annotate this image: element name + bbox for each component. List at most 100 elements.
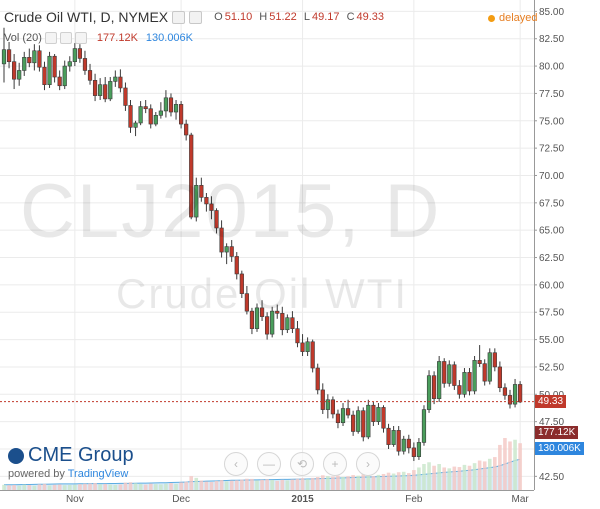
volume-bar [401, 471, 406, 490]
volume-bar [245, 478, 249, 490]
candle-body [27, 57, 32, 64]
last-price-label: 49.33 [535, 394, 567, 408]
candle-body [300, 342, 305, 352]
symbol-title[interactable]: Crude Oil WTI, D, NYMEX [4, 9, 169, 25]
x-tick-label: Mar [512, 494, 530, 505]
y-tick-label: 62.50 [539, 253, 564, 264]
y-tick-label: 77.50 [539, 89, 564, 100]
settings-icon[interactable] [172, 10, 186, 24]
candle-body [351, 414, 356, 432]
candle-body [270, 310, 275, 335]
candle-body [158, 110, 163, 116]
ohlc-values: O 51.10 H 51.22 L 49.17 C 49.33 [214, 11, 388, 23]
volume-visibility-icon[interactable] [59, 32, 72, 44]
volume-bar [482, 461, 487, 490]
volume-indicator-label[interactable]: Vol (20) [4, 32, 42, 44]
volume-bar [315, 477, 320, 490]
candle-body [204, 197, 209, 205]
x-tick-label: 2015 [291, 494, 314, 505]
y-tick-label: 85.00 [539, 7, 564, 18]
candle-body [305, 341, 310, 352]
volume-bar [336, 475, 340, 490]
candle-body [467, 372, 472, 392]
open-label: O [214, 11, 223, 23]
candle-body [128, 105, 133, 128]
volume-bar [169, 483, 173, 490]
candle-body [173, 104, 179, 113]
y-tick-label: 75.00 [539, 116, 564, 127]
compare-icon[interactable] [189, 10, 203, 24]
candle-body [315, 367, 320, 391]
volume-bar [113, 484, 118, 490]
volume-bar [47, 485, 52, 490]
candle-body [320, 389, 325, 410]
x-tick-label: Feb [405, 494, 423, 505]
volume-bar [412, 470, 416, 490]
candle-body [52, 55, 57, 78]
candle-body [77, 48, 82, 59]
volume-bar [467, 465, 472, 490]
volume-bar [462, 464, 467, 490]
candle-body [138, 106, 143, 124]
candle-body [118, 76, 123, 89]
reset-button[interactable]: ⟲ [290, 452, 314, 476]
watermark-name: Crude Oil WTI [116, 270, 409, 317]
volume-bar [417, 467, 421, 490]
powered-by-label: powered by [8, 468, 65, 480]
high-value: 51.22 [269, 11, 297, 23]
volume-bar [27, 485, 32, 490]
volume-bar [386, 472, 391, 490]
volume-bar [12, 484, 16, 490]
tradingview-link[interactable]: TradingView [67, 468, 129, 480]
cme-logo[interactable]: CME Group powered by TradingView [8, 444, 134, 480]
candle-body [361, 410, 366, 438]
candle-body [42, 66, 47, 85]
volume-bar [326, 476, 330, 490]
delayed-badge[interactable]: delayed [488, 12, 538, 24]
volume-bar [285, 480, 290, 490]
low-value: 49.17 [311, 11, 340, 23]
candle-body [163, 97, 169, 112]
candle-body [17, 70, 22, 80]
candle-body [194, 185, 199, 218]
scroll-left-button[interactable]: ‹ [224, 452, 248, 476]
candle-body [452, 364, 457, 386]
volume-bar [432, 465, 436, 490]
candle-body [391, 430, 396, 445]
volume-bar [22, 484, 27, 490]
candle-body [184, 123, 189, 136]
candle-body [447, 364, 452, 384]
volume-bar [184, 481, 188, 490]
zoom-in-button[interactable]: + [323, 452, 347, 476]
volume-bar [270, 480, 274, 490]
scroll-right-button[interactable]: › [356, 452, 380, 476]
chart-grid [0, 0, 534, 490]
candle-body [219, 227, 224, 253]
volume-bar [265, 479, 269, 490]
volume-bar [174, 483, 178, 490]
y-tick-label: 82.50 [539, 34, 564, 45]
candle-body [168, 97, 174, 113]
volume-settings-icon[interactable] [44, 32, 57, 44]
candle-body [249, 310, 255, 329]
volume-legend: Vol (20) 177.12K 130.006K [4, 32, 193, 44]
candle-body [113, 76, 118, 82]
volume-ma-area [4, 459, 521, 490]
volume-bar [427, 462, 431, 490]
y-tick-label: 55.00 [539, 335, 564, 346]
volume-ma-price-label: 130.006K [535, 442, 584, 455]
candle-body [47, 55, 52, 85]
candle-body [1, 49, 7, 65]
candle-body [254, 307, 260, 329]
volume-bar [123, 482, 128, 490]
candle-body [356, 410, 361, 432]
zoom-out-button[interactable]: — [257, 452, 281, 476]
volume-bar [452, 466, 457, 490]
candle-body [148, 108, 153, 125]
volume-bar [204, 481, 209, 490]
candle-body [477, 360, 482, 364]
y-tick-label: 52.50 [539, 362, 564, 373]
volume-remove-icon[interactable] [74, 32, 87, 44]
candle-body [143, 106, 148, 110]
candle-body [437, 361, 442, 399]
